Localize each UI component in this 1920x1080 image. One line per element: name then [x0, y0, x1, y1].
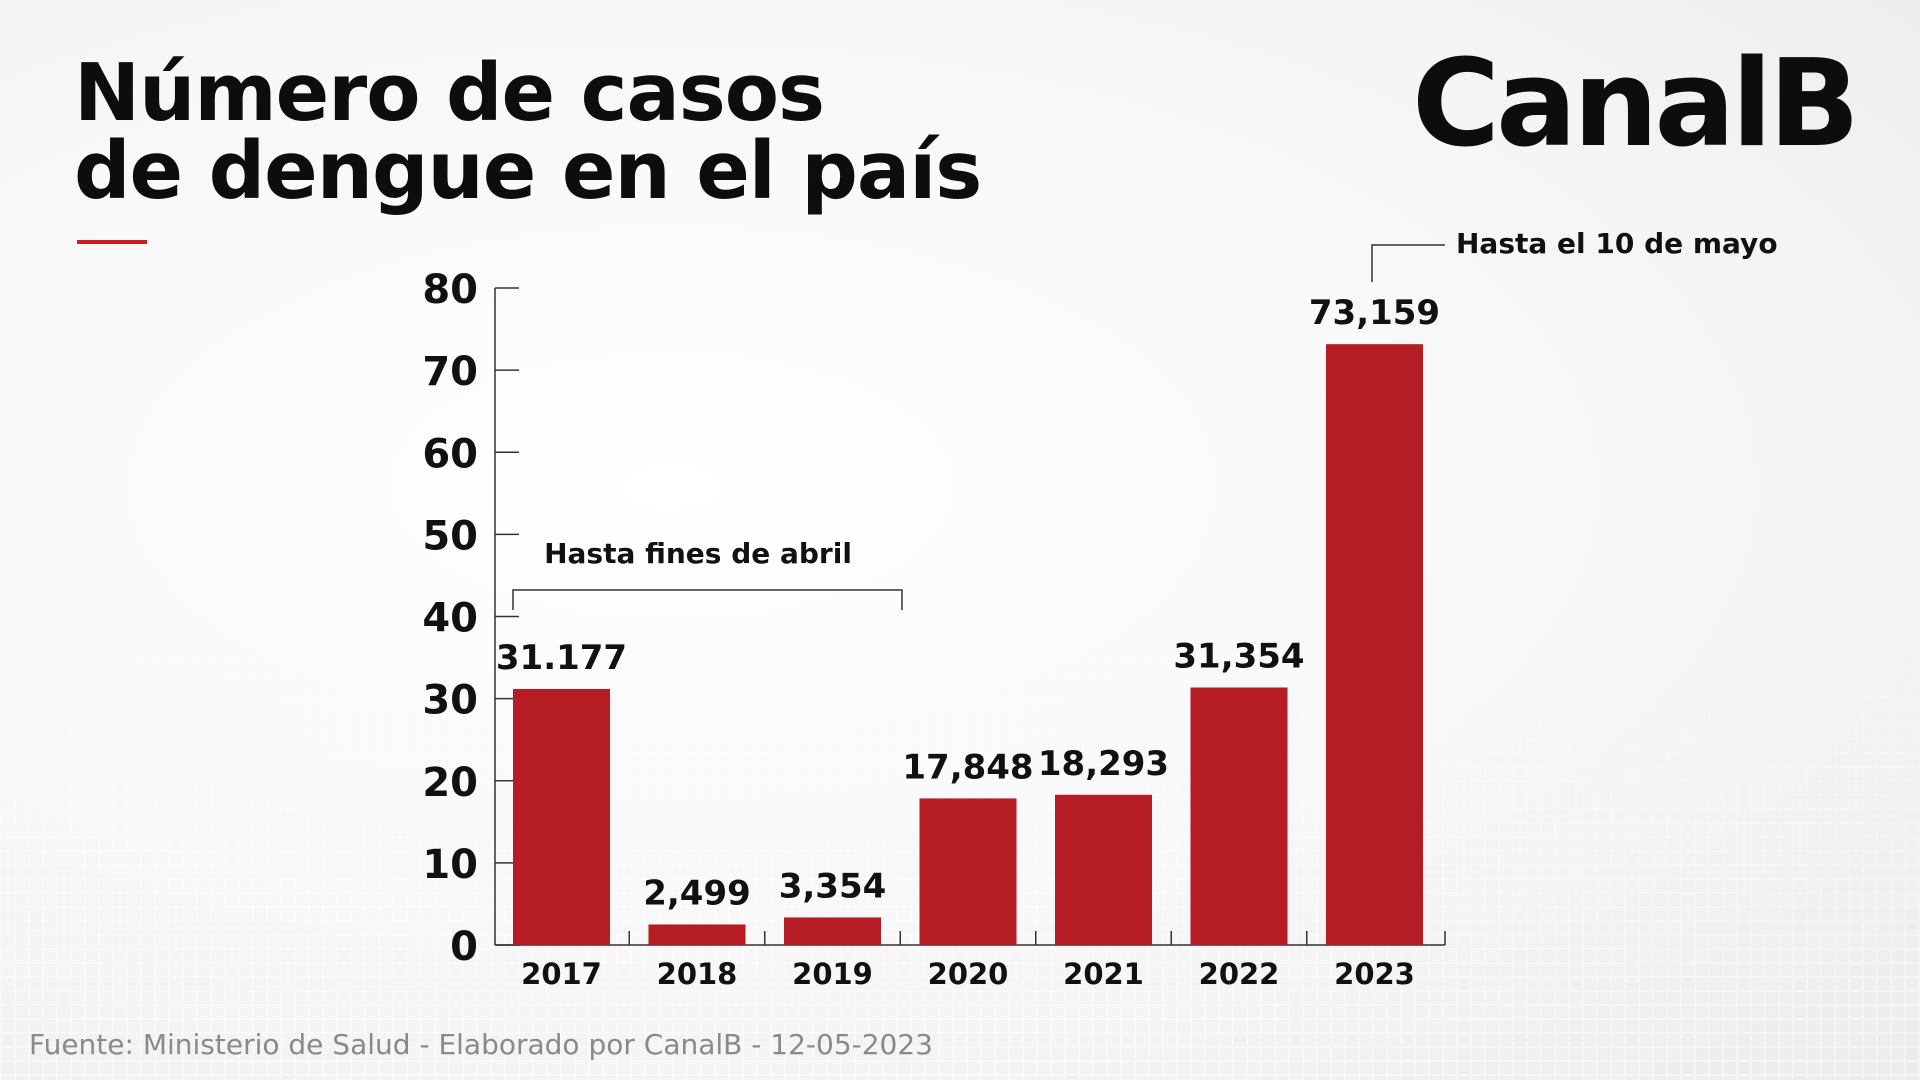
data-label: 31,354 — [1173, 637, 1304, 677]
y-tick-label: 60 — [422, 431, 478, 477]
bar-2017 — [513, 688, 610, 945]
bar-2019 — [784, 917, 881, 945]
x-tick-label: 2022 — [1199, 957, 1280, 991]
y-tick-label: 70 — [422, 349, 478, 395]
data-label: 2,499 — [643, 873, 751, 913]
bar-2020 — [919, 798, 1017, 945]
data-label: 17,848 — [902, 747, 1033, 787]
x-tick-label: 2017 — [521, 957, 602, 991]
y-tick-label: 20 — [422, 760, 478, 806]
x-tick-label: 2019 — [792, 957, 873, 991]
bar-2023 — [1326, 344, 1423, 945]
bar-2021 — [1055, 794, 1152, 945]
page-title: Número de casos de dengue en el país — [74, 47, 982, 217]
canalb-logo: CanalB — [1411, 35, 1860, 174]
annotation-label: Hasta fines de abril — [544, 537, 852, 570]
y-tick-label: 10 — [422, 842, 478, 888]
data-label: 18,293 — [1038, 744, 1169, 784]
y-tick-label: 30 — [422, 678, 478, 724]
data-label: 73,159 — [1309, 293, 1440, 333]
x-tick-label: 2023 — [1334, 957, 1415, 991]
annotation-label: Hasta el 10 de mayo — [1456, 227, 1778, 260]
source-footer: Fuente: Ministerio de Salud - Elaborado … — [29, 1028, 933, 1061]
x-tick-label: 2020 — [928, 957, 1009, 991]
annotation-bracket — [512, 589, 903, 610]
x-tick-label: 2018 — [657, 957, 738, 991]
title-accent-rule — [77, 240, 147, 244]
y-tick-label: 40 — [422, 596, 478, 642]
y-tick-label: 0 — [450, 924, 478, 970]
bar-2022 — [1190, 687, 1288, 945]
data-label: 3,354 — [779, 866, 887, 906]
y-tick-label: 80 — [422, 267, 478, 313]
data-label: 31.177 — [496, 638, 627, 678]
annotation-leader — [1371, 244, 1445, 282]
bar-2018 — [648, 924, 746, 945]
title-line-2: de dengue en el país — [74, 125, 982, 217]
y-tick-label: 50 — [422, 513, 478, 559]
x-tick-label: 2021 — [1063, 957, 1144, 991]
title-line-1: Número de casos — [74, 47, 825, 139]
